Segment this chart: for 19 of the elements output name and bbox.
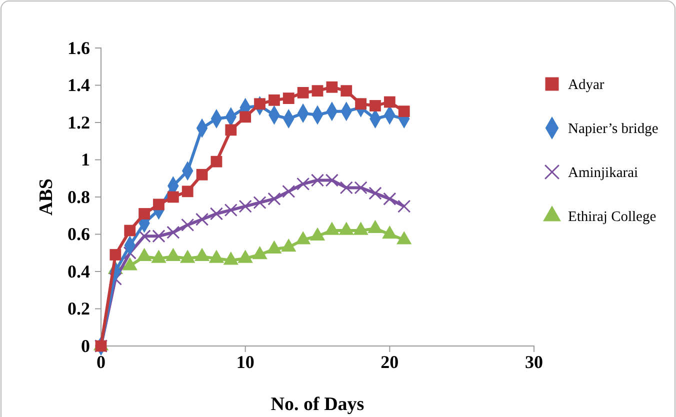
x-tick-label: 10 bbox=[236, 352, 254, 372]
y-tick-label: 1.4 bbox=[68, 75, 90, 96]
y-tick-label: 0.4 bbox=[68, 261, 90, 282]
y-tick-label: 1.6 bbox=[68, 38, 90, 58]
x-axis-title: No. of Days bbox=[270, 394, 364, 415]
legend-label: Ethiraj College bbox=[568, 209, 656, 225]
y-tick-label: 0 bbox=[81, 336, 90, 356]
x-tick-label: 20 bbox=[380, 352, 399, 372]
legend-label: Aminjikarai bbox=[568, 165, 638, 181]
legend-label: Napier’s bridge bbox=[568, 121, 658, 137]
x-tick-label: 0 bbox=[96, 352, 106, 372]
x-tick-label: 30 bbox=[525, 352, 543, 372]
y-tick-label: 1.2 bbox=[68, 112, 90, 132]
y-tick-label: 1 bbox=[81, 150, 90, 170]
y-tick-label: 0.8 bbox=[68, 186, 90, 207]
y-tick-label: 0.2 bbox=[68, 298, 90, 319]
y-tick-label: 0.6 bbox=[68, 224, 90, 244]
y-axis-title: ABS bbox=[36, 178, 57, 216]
legend-label: Adyar bbox=[568, 77, 604, 93]
